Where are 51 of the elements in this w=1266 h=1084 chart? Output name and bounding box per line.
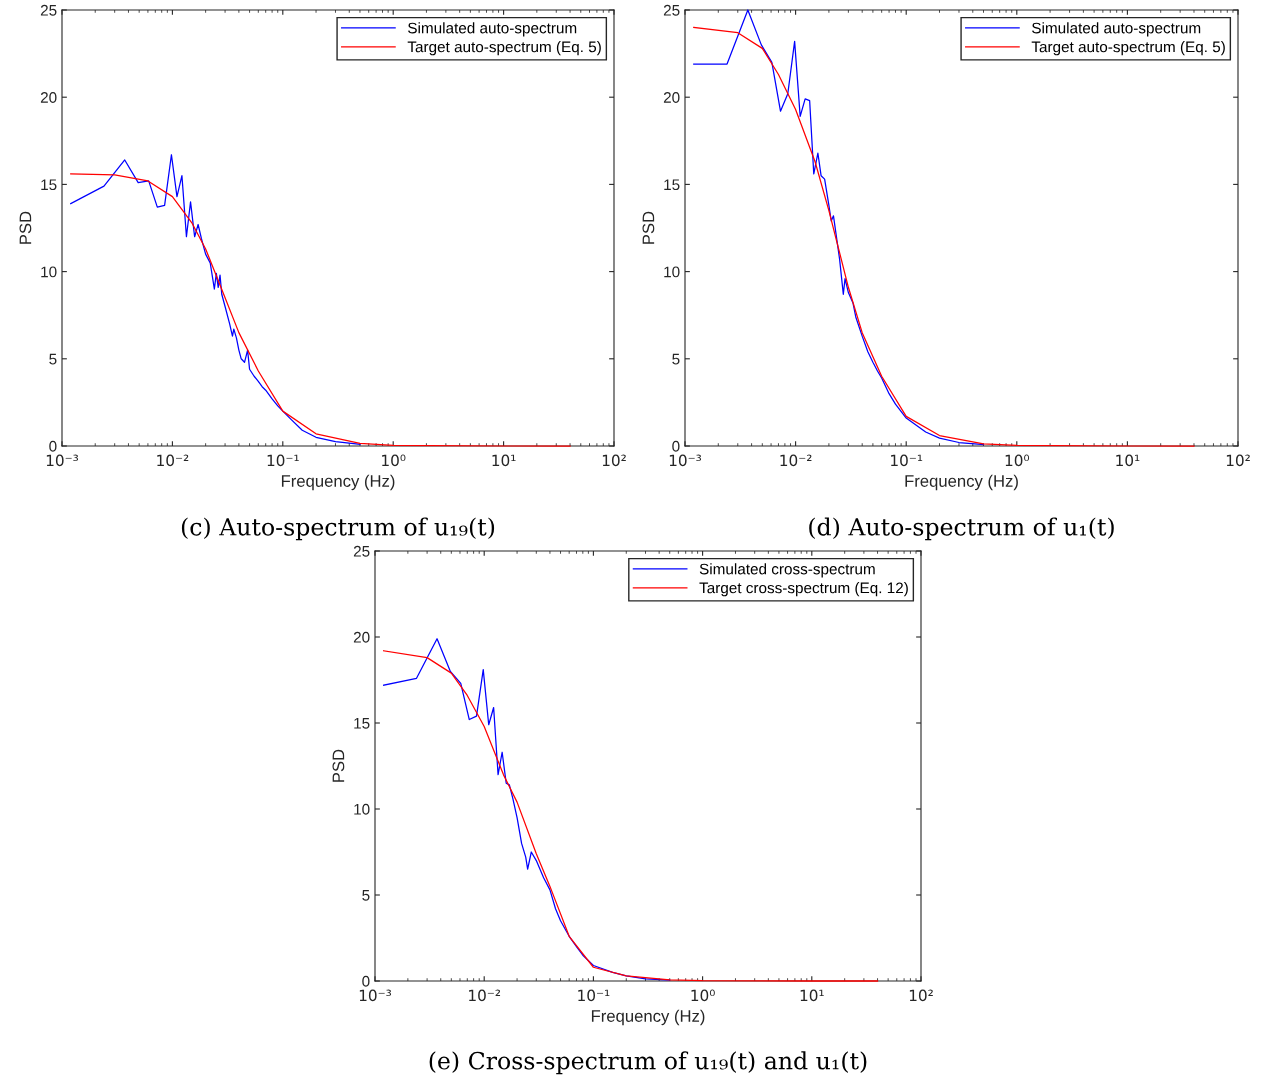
legend-label: Target auto-spectrum (Eq. 5) (1031, 41, 1225, 56)
x-tick-label: 10⁻³ (46, 454, 79, 467)
x-tick-label: 10⁻² (157, 454, 189, 467)
legend-label: Target cross-spectrum (Eq. 12) (699, 582, 908, 597)
y-tick-label: 5 (49, 353, 57, 365)
legend-label: Simulated cross-spectrum (699, 563, 875, 578)
x-tick-label: 10⁰ (382, 454, 406, 467)
y-tick-label: 15 (41, 179, 57, 191)
text: (d) Auto-spectrum of u₁(t) (809, 517, 1114, 541)
y-tick-label: 5 (362, 890, 370, 901)
y-axis-title: PSD (332, 749, 345, 782)
y-tick-label: 10 (354, 803, 370, 815)
x-tick-label: 10² (909, 989, 933, 1002)
y-axis-title: PSD (642, 211, 655, 244)
y-tick-label: 15 (354, 718, 370, 729)
x-tick-label: 10⁻³ (359, 989, 392, 1002)
text: (c) Auto-spectrum of u₁₉(t) (181, 517, 495, 541)
x-tick-label: 10⁻³ (669, 454, 702, 467)
x-tick-label: 10⁻² (469, 989, 501, 1002)
x-tick-label: 10¹ (492, 454, 516, 467)
x-tick-label: 10⁻¹ (891, 454, 923, 467)
x-axis-title: Frequency (Hz) (591, 1009, 705, 1026)
x-tick-label: 10¹ (800, 989, 824, 1002)
x-tick-label: 10⁻² (780, 454, 812, 467)
x-tick-label: 10⁻¹ (578, 989, 610, 1002)
x-axis-title: Frequency (Hz) (281, 474, 395, 491)
y-tick-label: 20 (663, 92, 680, 103)
y-tick-label: 10 (41, 266, 57, 278)
x-tick-label: 10² (602, 454, 626, 467)
y-tick-label: 0 (672, 440, 680, 452)
x-tick-label: 10² (1226, 454, 1250, 467)
y-tick-label: 0 (49, 440, 57, 452)
text: (e) Cross-spectrum of u₁₉(t) and u₁(t) (429, 1051, 867, 1075)
x-tick-label: 10⁰ (1005, 454, 1030, 467)
y-tick-label: 15 (664, 179, 680, 191)
x-axis-title: Frequency (Hz) (905, 474, 1018, 491)
legend-label: Simulated auto-spectrum (408, 22, 577, 37)
legend-label: Target auto-spectrum (Eq. 5) (407, 41, 601, 56)
y-tick-label: 5 (672, 353, 680, 365)
y-tick-label: 25 (353, 545, 370, 557)
y-tick-label: 25 (40, 4, 57, 16)
y-tick-label: 0 (362, 975, 370, 987)
y-tick-label: 25 (663, 4, 680, 16)
x-tick-label: 10⁻¹ (267, 454, 299, 467)
x-tick-label: 10⁰ (691, 989, 715, 1002)
x-tick-label: 10¹ (1116, 454, 1140, 467)
legend-label: Simulated auto-spectrum (1032, 22, 1201, 37)
y-tick-label: 20 (353, 631, 370, 643)
y-tick-label: 20 (40, 92, 57, 103)
y-axis-title: PSD (19, 211, 32, 244)
y-tick-label: 10 (664, 266, 680, 278)
